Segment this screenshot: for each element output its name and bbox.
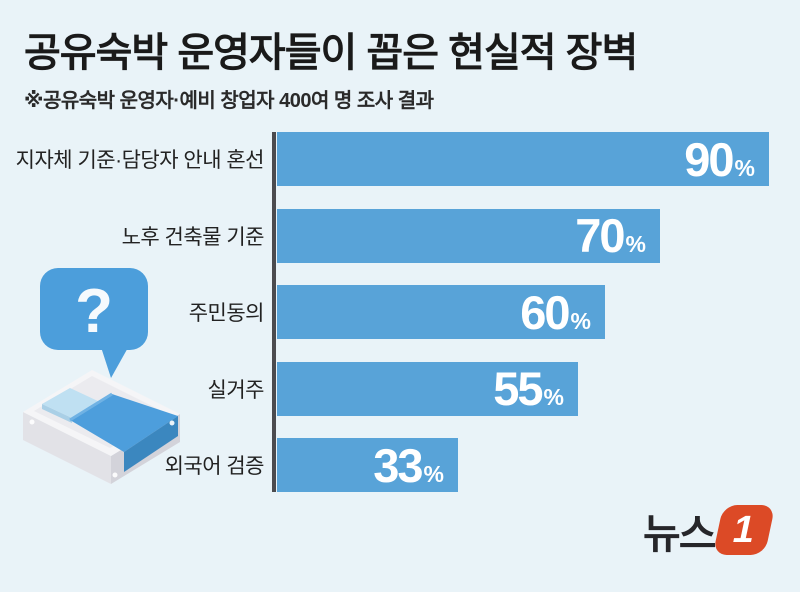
bed-question-illustration: ?: [23, 268, 180, 484]
bed-icon: [23, 370, 180, 484]
bar-category-label: 외국어 검증: [164, 455, 265, 478]
bar-row: 외국어 검증 33%: [0, 438, 800, 492]
news1-logo-text: 뉴스: [643, 511, 716, 557]
bar-value-label: 70%: [575, 212, 646, 259]
bar-value-label: 55%: [493, 365, 564, 412]
bar-value-unit: %: [423, 460, 444, 487]
bar-value-number: 70: [575, 209, 625, 262]
bar: 33%: [277, 438, 458, 492]
bar-value-number: 90: [684, 132, 734, 186]
bar: 70%: [277, 208, 660, 263]
bar-category-label: 실거주: [207, 378, 265, 402]
bar-value-label: 60%: [520, 289, 591, 336]
bar: 60%: [277, 285, 605, 339]
bar-value-number: 33: [373, 438, 423, 492]
bar-row: 실거주 55%: [0, 361, 800, 416]
bar: 90%: [277, 132, 769, 186]
bar-row: 주민동의 60%: [0, 285, 800, 339]
bar-value-label: 33%: [373, 442, 444, 489]
bar-value-label: 90%: [684, 136, 755, 183]
question-mark: ?: [75, 277, 113, 346]
bar-category-label: 노후 건축물 기준: [121, 225, 265, 249]
question-bubble-icon: ?: [40, 268, 148, 378]
axis-line: [272, 132, 276, 492]
bar-value-unit: %: [543, 384, 564, 410]
bar-value-unit: %: [734, 154, 755, 181]
bar-category-label: 주민동의: [188, 302, 265, 325]
bar-row: 지자체 기준·담당자 안내 혼선 90%: [0, 132, 800, 186]
bar-value-unit: %: [625, 231, 646, 257]
page-title: 공유숙박 운영자들이 꼽은 현실적 장벽: [24, 31, 638, 75]
bar-value-unit: %: [570, 307, 591, 334]
bar-value-number: 55: [493, 362, 543, 415]
bar-row: 노후 건축물 기준 70%: [0, 208, 800, 263]
bar-category-label: 지자체 기준·담당자 안내 혼선: [15, 149, 265, 172]
news1-logo: 뉴스 1: [643, 502, 776, 558]
bar-value-number: 60: [520, 285, 570, 339]
news1-logo-one-badge: 1: [713, 505, 776, 555]
bar: 55%: [277, 361, 578, 416]
page-subtitle: ※공유숙박 운영자·예비 창업자 400여 명 조사 결과: [24, 90, 434, 112]
